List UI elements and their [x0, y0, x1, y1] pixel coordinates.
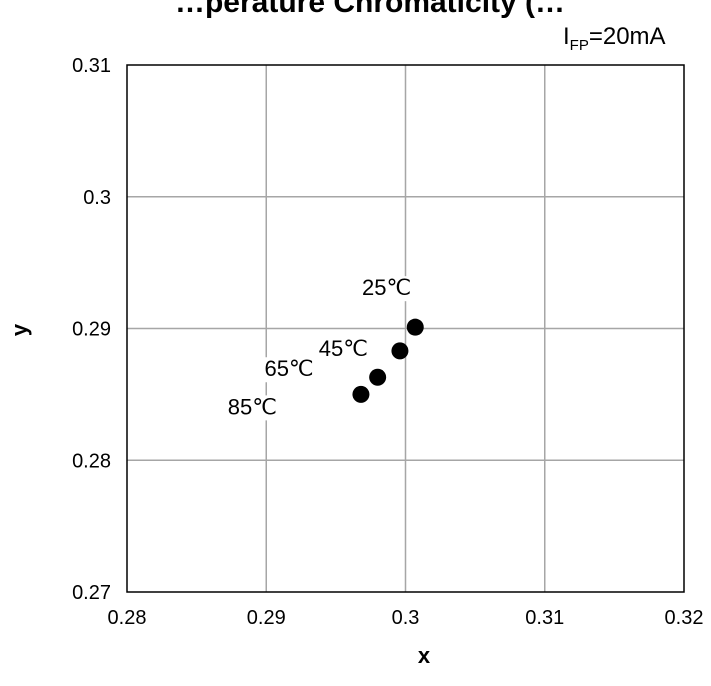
data-points [352, 318, 424, 403]
x-tick-label: 0.28 [108, 607, 147, 629]
point-label-background [255, 357, 314, 383]
y-tick-label: 0.3 [83, 187, 111, 209]
plot-area-border [126, 64, 685, 593]
y-tick-label: 0.31 [72, 55, 111, 77]
point-label: 65℃ [264, 356, 313, 381]
point-label: 45℃ [319, 336, 368, 361]
condition-label: IFP=20mA [563, 23, 666, 54]
point-labels: 25℃ 45℃65℃ 85℃ [218, 275, 412, 421]
condition-value: =20mA [589, 23, 666, 50]
tick-labels: 0.28 0.29 0.3 0.31 0.32 0.27 0.28 0.29 0.3 0.31 [72, 55, 703, 629]
x-tick-label: 0.3 [392, 607, 420, 629]
chart-title: …perature Chromaticity (… [175, 0, 565, 19]
x-axis-title: x [418, 643, 431, 668]
point-label: 25℃ [362, 275, 411, 300]
data-point [406, 318, 424, 336]
y-tick-label: 0.27 [72, 582, 111, 604]
point-label-background [353, 276, 412, 302]
grid [127, 65, 684, 592]
condition-main: I [563, 23, 570, 50]
y-axis-title: y [7, 323, 32, 336]
condition-subscript: FP [570, 37, 589, 54]
point-label-background [218, 395, 277, 421]
x-tick-label: 0.29 [247, 607, 286, 629]
data-point [352, 385, 370, 403]
x-tick-label: 0.32 [665, 607, 704, 629]
y-tick-label: 0.28 [72, 450, 111, 472]
data-point [369, 368, 387, 386]
data-point [391, 342, 409, 360]
point-label: 85℃ [228, 394, 277, 419]
x-tick-label: 0.31 [525, 607, 564, 629]
y-tick-label: 0.29 [72, 319, 111, 341]
point-label-background [309, 336, 368, 362]
